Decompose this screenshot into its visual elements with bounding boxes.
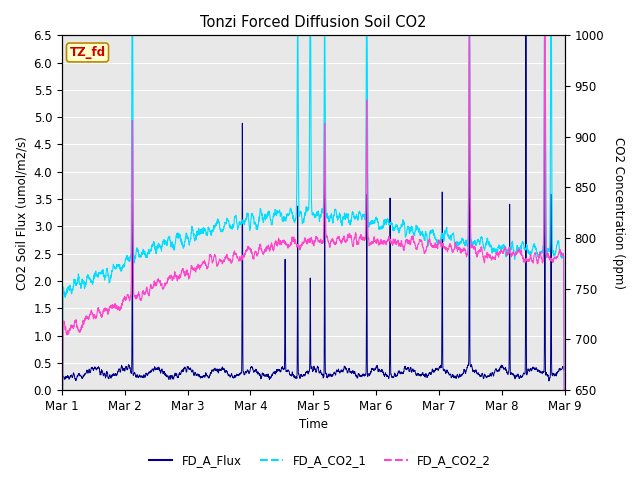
Y-axis label: CO2 Soil Flux (umol/m2/s): CO2 Soil Flux (umol/m2/s) — [15, 136, 28, 289]
Y-axis label: CO2 Concentration (ppm): CO2 Concentration (ppm) — [612, 137, 625, 289]
Legend: FD_A_Flux, FD_A_CO2_1, FD_A_CO2_2: FD_A_Flux, FD_A_CO2_1, FD_A_CO2_2 — [144, 449, 496, 472]
Title: Tonzi Forced Diffusion Soil CO2: Tonzi Forced Diffusion Soil CO2 — [200, 15, 427, 30]
X-axis label: Time: Time — [299, 419, 328, 432]
Text: TZ_fd: TZ_fd — [70, 46, 106, 59]
